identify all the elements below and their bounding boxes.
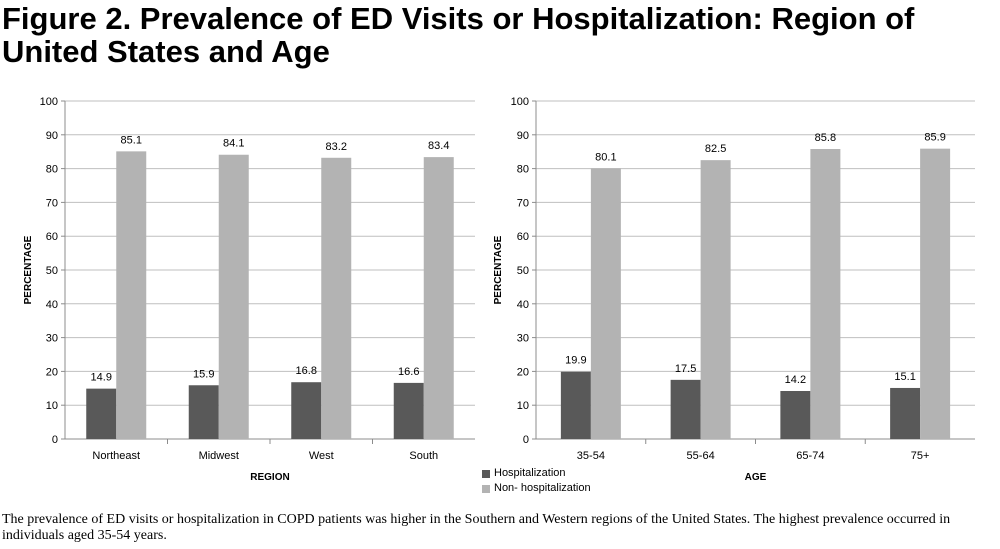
- region-x-axis-title: REGION: [250, 472, 289, 483]
- region-bar-non-hospitalization: [423, 157, 454, 439]
- region-data-label-non-hospitalization: 84.1: [223, 138, 244, 150]
- age-bar-hospitalization: [670, 379, 701, 439]
- region-y-tick-label: 20: [46, 366, 58, 378]
- age-y-tick-label: 0: [523, 434, 529, 446]
- region-y-tick-label: 30: [46, 333, 58, 345]
- region-data-label-non-hospitalization: 83.4: [428, 140, 449, 152]
- legend: Hospitalization Non- hospitalization: [482, 466, 591, 496]
- region-y-tick-label: 60: [46, 231, 58, 243]
- age-y-tick-label: 100: [511, 96, 529, 108]
- region-y-tick-label: 90: [46, 130, 58, 142]
- region-category-label: Northeast: [92, 450, 140, 462]
- region-bar-hospitalization: [188, 385, 219, 439]
- age-bar-hospitalization: [890, 387, 921, 439]
- age-category-label: 65-74: [796, 450, 824, 462]
- region-y-tick-label: 100: [40, 96, 58, 108]
- region-data-label-hospitalization: 15.9: [193, 368, 214, 380]
- age-bar-hospitalization: [780, 391, 811, 439]
- region-category-label: Midwest: [199, 450, 239, 462]
- region-data-label-hospitalization: 16.6: [398, 366, 419, 378]
- age-category-label: 75+: [911, 450, 930, 462]
- region-bar-non-hospitalization: [218, 154, 249, 439]
- age-y-tick-label: 60: [517, 231, 529, 243]
- age-bar-non-hospitalization: [810, 148, 841, 439]
- region-bar-hospitalization: [291, 382, 322, 439]
- figure-title: Figure 2. Prevalence of ED Visits or Hos…: [2, 1, 915, 69]
- age-y-tick-label: 10: [517, 400, 529, 412]
- age-bar-non-hospitalization: [700, 160, 731, 439]
- age-data-label-hospitalization: 14.2: [785, 374, 806, 386]
- region-data-label-non-hospitalization: 83.2: [326, 141, 347, 153]
- legend-label-hospitalization: Hospitalization: [494, 467, 566, 479]
- legend-swatch-hospitalization: [482, 469, 490, 478]
- region-bar-hospitalization: [86, 388, 117, 439]
- region-bar-hospitalization: [393, 382, 424, 439]
- age-category-label: 35-54: [577, 450, 605, 462]
- age-y-tick-label: 90: [517, 130, 529, 142]
- region-y-tick-label: 70: [46, 197, 58, 209]
- age-y-tick-label: 50: [517, 265, 529, 277]
- region-bar-non-hospitalization: [116, 151, 147, 439]
- legend-swatch-non-hospitalization: [482, 484, 490, 493]
- age-data-label-hospitalization: 15.1: [894, 371, 915, 383]
- age-data-label-hospitalization: 19.9: [565, 355, 586, 367]
- region-data-label-non-hospitalization: 85.1: [121, 134, 142, 146]
- region-category-label: South: [409, 450, 438, 462]
- age-y-axis-title: PERCENTAGE: [493, 235, 504, 304]
- legend-item-non-hospitalization: Non- hospitalization: [482, 481, 591, 496]
- age-y-tick-label: 80: [517, 164, 529, 176]
- region-y-tick-label: 80: [46, 164, 58, 176]
- age-category-label: 55-64: [687, 450, 715, 462]
- age-data-label-non-hospitalization: 80.1: [595, 151, 616, 163]
- region-data-label-hospitalization: 14.9: [91, 372, 112, 384]
- region-category-label: West: [309, 450, 334, 462]
- age-x-axis-title: AGE: [745, 472, 767, 483]
- age-bar-non-hospitalization: [920, 148, 951, 439]
- region-y-tick-label: 0: [52, 434, 58, 446]
- age-y-tick-label: 70: [517, 197, 529, 209]
- region-bar-non-hospitalization: [321, 157, 352, 439]
- legend-label-non-hospitalization: Non- hospitalization: [494, 482, 591, 494]
- region-data-label-hospitalization: 16.8: [296, 365, 317, 377]
- age-data-label-non-hospitalization: 82.5: [705, 143, 726, 155]
- age-y-tick-label: 30: [517, 333, 529, 345]
- region-y-tick-label: 50: [46, 265, 58, 277]
- region-y-tick-label: 40: [46, 299, 58, 311]
- figure-caption: The prevalence of ED visits or hospitali…: [2, 512, 951, 543]
- region-y-tick-label: 10: [46, 400, 58, 412]
- age-bar-hospitalization: [560, 371, 591, 439]
- age-y-tick-label: 40: [517, 299, 529, 311]
- region-y-axis-title: PERCENTAGE: [23, 235, 34, 304]
- legend-item-hospitalization: Hospitalization: [482, 466, 591, 481]
- age-data-label-non-hospitalization: 85.8: [815, 132, 836, 144]
- age-bar-non-hospitalization: [590, 168, 621, 439]
- age-data-label-non-hospitalization: 85.9: [924, 132, 945, 144]
- age-data-label-hospitalization: 17.5: [675, 363, 696, 375]
- age-y-tick-label: 20: [517, 366, 529, 378]
